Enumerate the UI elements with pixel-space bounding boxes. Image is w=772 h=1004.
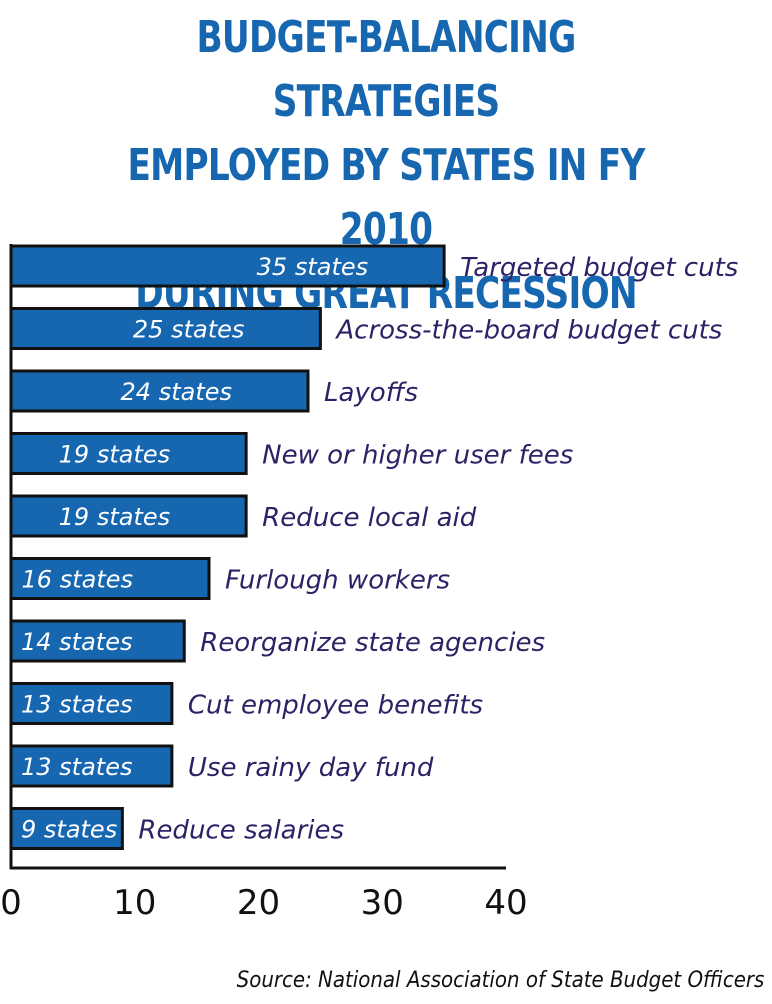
x-tick-labels: 0 10 20 30 40 xyxy=(0,883,527,923)
bar xyxy=(9,432,248,475)
x-tick-label: 40 xyxy=(484,883,527,923)
bar xyxy=(9,682,174,725)
bar xyxy=(9,557,211,600)
x-tick-label: 30 xyxy=(361,883,404,923)
bar-value-label: 19 states xyxy=(59,441,170,469)
title-line: BUDGET-BALANCING STRATEGIES xyxy=(196,12,577,127)
category-label: Cut employee benefits xyxy=(188,691,483,721)
bar-value-label: 16 states xyxy=(22,566,133,594)
bar-value-label: 9 states xyxy=(21,816,117,844)
category-label: Targeted budget cuts xyxy=(460,253,738,283)
category-label: Furlough workers xyxy=(225,566,450,596)
bar xyxy=(9,244,446,288)
bar xyxy=(9,619,186,663)
category-label: Use rainy day fund xyxy=(188,753,434,783)
bar-value-label: 25 states xyxy=(133,316,244,344)
category-label: Reduce salaries xyxy=(138,816,344,846)
bar-value-label: 35 states xyxy=(257,253,368,281)
bar-value-label: 19 states xyxy=(59,503,170,531)
x-tick-label: 10 xyxy=(113,883,156,923)
bar xyxy=(9,369,310,413)
bar-value-label: 13 states xyxy=(21,753,132,781)
x-tick-label: 0 xyxy=(0,883,22,923)
category-label: Reduce local aid xyxy=(262,503,477,533)
bars-group: 35 states Targeted budget cuts 25 states Ac… xyxy=(9,244,738,850)
bar-value-label: 13 states xyxy=(21,691,132,719)
bar-value-label: 14 states xyxy=(21,628,132,656)
category-label: New or higher user fees xyxy=(262,441,573,471)
bar-value-label: 24 states xyxy=(121,378,232,406)
category-label: Reorganize state agencies xyxy=(200,628,545,658)
bar xyxy=(9,494,248,538)
category-label: Across-the-board budget cuts xyxy=(334,316,722,346)
bar xyxy=(9,744,174,788)
x-tick-label: 20 xyxy=(237,883,280,923)
source-note: Source: National Association of State Bu… xyxy=(236,968,764,993)
category-label: Layoffs xyxy=(324,378,418,408)
bar xyxy=(9,807,124,850)
